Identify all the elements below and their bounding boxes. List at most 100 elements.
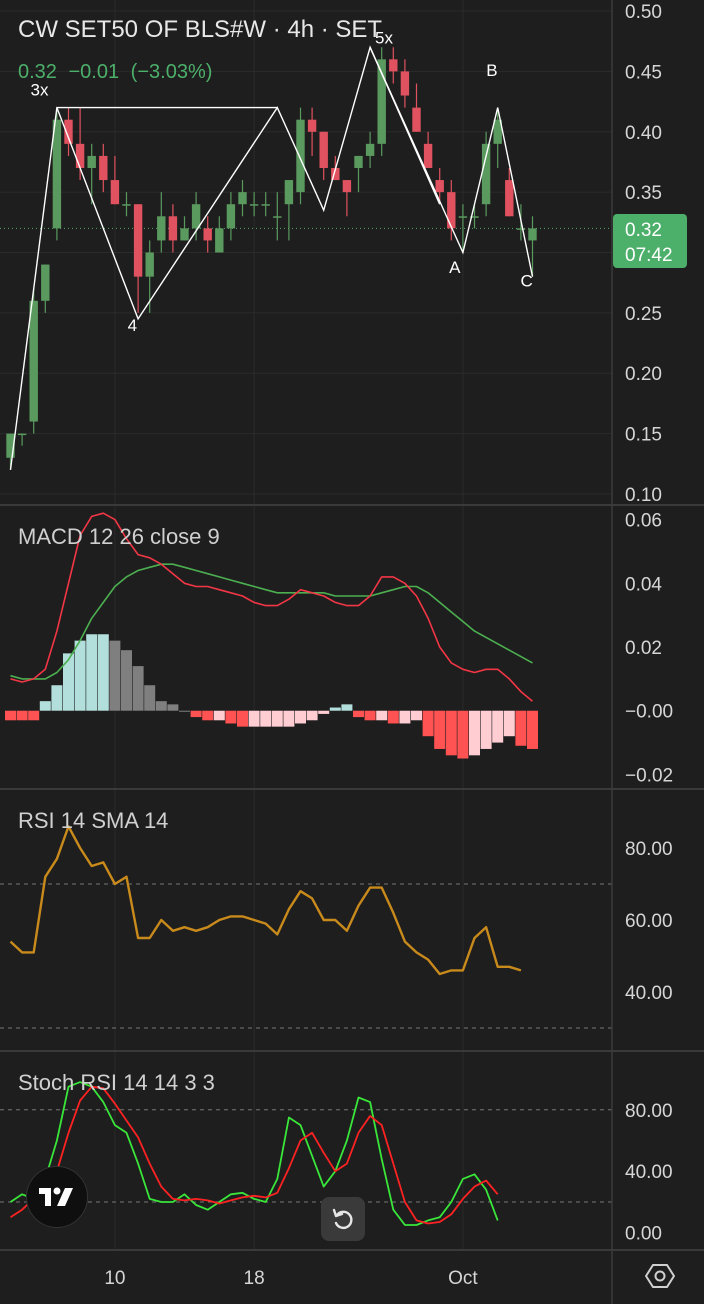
candle-body [6, 433, 15, 458]
macd-label: MACD 12 26 close 9 [18, 524, 220, 549]
macd-histogram-bar [16, 710, 28, 721]
candle-body [29, 300, 38, 422]
macd-histogram-bar [237, 710, 248, 727]
candle-body [319, 131, 328, 168]
macd-histogram-bar [457, 710, 469, 759]
macd-histogram-bar [399, 710, 411, 724]
macd-histogram-bar [480, 710, 492, 749]
price-axis-tick: 0.40 [625, 123, 662, 144]
macd-histogram-bar [109, 640, 121, 711]
macd-histogram-bar [63, 653, 74, 711]
price-axis-tick: 0.25 [625, 304, 662, 325]
macd-histogram-bar [527, 710, 538, 749]
price-axis-tick: 0.50 [625, 2, 662, 23]
candle-body [470, 216, 479, 218]
candle-body [75, 143, 85, 168]
wave-label: 5x [375, 29, 393, 48]
candle-body [191, 204, 201, 229]
macd-histogram-bar [51, 685, 63, 711]
macd-line [10, 512, 534, 702]
macd-histogram-bar [5, 710, 16, 721]
macd-histogram-bar [295, 710, 306, 724]
candle-body [389, 59, 398, 72]
candle-body [296, 119, 305, 193]
reset-chart-button[interactable] [321, 1197, 365, 1241]
price-axis-tick: 0.10 [625, 485, 662, 506]
x-axis-tick: Oct [448, 1268, 478, 1289]
macd-histogram-bar [376, 710, 388, 721]
candle-body [458, 216, 468, 218]
candle-body [423, 143, 433, 168]
macd-histogram-bar [341, 704, 353, 711]
candle-body [493, 119, 502, 144]
macd-histogram-bar [503, 710, 515, 737]
stoch-axis-tick: 80.00 [625, 1101, 673, 1122]
candle-body [400, 71, 410, 96]
wave-label: C [521, 271, 533, 290]
candle-body [331, 167, 340, 181]
macd-axis-tick: 0.04 [625, 574, 662, 595]
price-axis-tick: 0.45 [625, 62, 662, 83]
price-axis-tick: 0.35 [625, 183, 662, 204]
macd-histogram-bar [469, 710, 480, 756]
macd-histogram-bar [364, 710, 376, 721]
price-change-readout: 0.32 −0.01 (−3.03%) [18, 61, 218, 84]
wave-label: 4 [128, 316, 137, 335]
candle-body [215, 228, 224, 253]
candle-body [249, 204, 259, 206]
x-axis-tick: 10 [104, 1268, 125, 1289]
candle-body [41, 264, 50, 301]
candle-body [261, 204, 270, 206]
candle-body [238, 192, 247, 205]
rsi-label: RSI 14 SMA 14 [18, 808, 169, 833]
price-badge [613, 214, 687, 268]
candle-body [528, 228, 537, 241]
macd-signal-line [10, 563, 533, 680]
candle-body [226, 204, 236, 229]
macd-axis-tick: 0.02 [625, 638, 662, 659]
candle-body [447, 192, 456, 229]
macd-histogram-bar [86, 634, 98, 711]
candle-body [122, 204, 131, 206]
macd-histogram-bar [422, 710, 434, 737]
macd-histogram-bar [202, 710, 214, 721]
price-badge-countdown: 07:42 [625, 245, 673, 266]
macd-histogram-bar [260, 710, 272, 727]
candle-body [110, 180, 120, 205]
macd-histogram-bar [132, 666, 144, 711]
macd-histogram-bar [167, 704, 179, 711]
candle-body [273, 216, 282, 218]
price-change-percent: (−3.03%) [130, 61, 213, 83]
rsi-axis-tick: 40.00 [625, 983, 673, 1004]
tradingview-logo-icon[interactable] [26, 1166, 88, 1228]
macd-histogram-bar [271, 710, 283, 727]
candle-body [342, 180, 352, 193]
candle-body [516, 228, 526, 230]
price-axis-tick: 0.20 [625, 364, 662, 385]
candle-body [52, 119, 62, 229]
macd-histogram-bar [74, 640, 86, 711]
macd-histogram-bar [387, 710, 399, 724]
macd-axis-tick: 0.06 [625, 511, 662, 532]
candle-body [377, 59, 386, 144]
macd-histogram-bar [144, 685, 156, 711]
stoch-rsi-label: Stoch RSI 14 14 3 3 [18, 1070, 215, 1095]
candle-body [145, 252, 154, 277]
price-axis-tick: 0.15 [625, 425, 662, 446]
macd-histogram-bar [306, 710, 318, 721]
settings-button[interactable] [640, 1256, 680, 1296]
macd-histogram-bar [28, 710, 40, 721]
rsi-line [9, 825, 522, 976]
macd-axis-tick: −0.02 [625, 765, 673, 786]
price-badge-value: 0.32 [625, 220, 662, 241]
candle-body [307, 119, 317, 132]
rsi-axis-tick: 80.00 [625, 839, 673, 860]
macd-histogram-bar [225, 710, 237, 724]
macd-histogram-bar [445, 710, 457, 756]
macd-histogram-bar [411, 710, 422, 721]
candle-body [481, 143, 491, 205]
macd-histogram-bar [492, 710, 504, 743]
wave-label: B [486, 61, 497, 80]
macd-histogram-bar [179, 710, 190, 712]
